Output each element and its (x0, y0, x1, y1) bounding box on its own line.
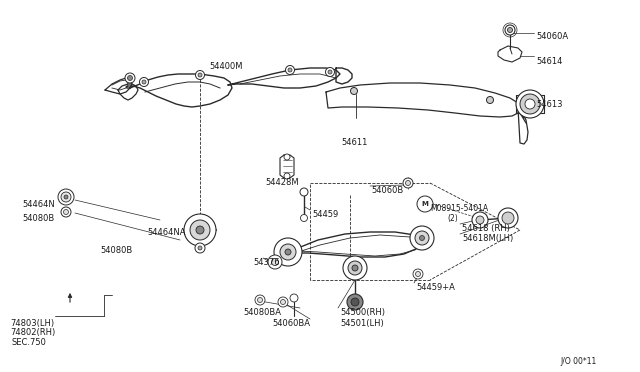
Text: 74803(LH): 74803(LH) (10, 319, 54, 328)
Circle shape (486, 96, 493, 103)
Circle shape (285, 65, 294, 74)
Circle shape (190, 220, 210, 240)
Circle shape (502, 212, 514, 224)
Circle shape (274, 238, 302, 266)
Circle shape (280, 244, 296, 260)
Circle shape (61, 207, 71, 217)
Text: 54618 (RH): 54618 (RH) (462, 224, 510, 233)
Circle shape (280, 299, 285, 305)
Circle shape (343, 256, 367, 280)
Circle shape (195, 243, 205, 253)
Circle shape (198, 73, 202, 77)
Circle shape (406, 180, 410, 186)
Text: 54618M(LH): 54618M(LH) (462, 234, 513, 243)
Circle shape (498, 208, 518, 228)
Text: 54080BA: 54080BA (243, 308, 281, 317)
Circle shape (419, 235, 424, 241)
Circle shape (410, 226, 434, 250)
Circle shape (328, 70, 332, 74)
Text: 54060BA: 54060BA (272, 319, 310, 328)
Circle shape (198, 246, 202, 250)
Circle shape (61, 192, 71, 202)
Circle shape (125, 73, 135, 83)
Circle shape (403, 178, 413, 188)
Text: (2): (2) (447, 214, 458, 223)
Circle shape (525, 99, 535, 109)
Text: 54080B: 54080B (22, 214, 54, 223)
Circle shape (351, 87, 358, 94)
Circle shape (257, 298, 262, 302)
Circle shape (472, 212, 488, 228)
Circle shape (326, 67, 335, 77)
Circle shape (268, 255, 282, 269)
Text: M08915-5401A: M08915-5401A (430, 204, 488, 213)
Text: 54459+A: 54459+A (416, 283, 455, 292)
Text: 54080B: 54080B (100, 246, 132, 255)
Circle shape (300, 188, 308, 196)
Circle shape (476, 216, 484, 224)
Circle shape (290, 294, 298, 302)
Circle shape (284, 154, 290, 160)
Circle shape (288, 68, 292, 72)
Text: 54376: 54376 (253, 258, 280, 267)
Circle shape (415, 231, 429, 245)
Circle shape (278, 297, 288, 307)
Circle shape (196, 226, 204, 234)
Text: J/O 00*11: J/O 00*11 (560, 357, 596, 366)
Circle shape (285, 249, 291, 255)
Circle shape (352, 265, 358, 271)
Circle shape (63, 209, 68, 215)
Text: 54613: 54613 (536, 100, 563, 109)
Circle shape (142, 80, 146, 84)
Text: 54060B: 54060B (371, 186, 403, 195)
Circle shape (140, 77, 148, 87)
Text: 54500(RH): 54500(RH) (340, 308, 385, 317)
Circle shape (64, 195, 68, 199)
Text: 54501(LH): 54501(LH) (340, 319, 384, 328)
Circle shape (520, 94, 540, 114)
Text: 54464NA: 54464NA (147, 228, 186, 237)
Text: 54464N: 54464N (22, 200, 55, 209)
Circle shape (508, 28, 513, 32)
Text: 54614: 54614 (536, 57, 563, 66)
Circle shape (284, 173, 290, 179)
Circle shape (255, 295, 265, 305)
Circle shape (351, 298, 359, 306)
Text: 54459: 54459 (312, 210, 339, 219)
Text: SEC.750: SEC.750 (12, 338, 47, 347)
Circle shape (505, 25, 515, 35)
Circle shape (271, 259, 278, 266)
Circle shape (127, 76, 132, 80)
Text: 54428M: 54428M (265, 178, 299, 187)
Circle shape (184, 214, 216, 246)
Text: M: M (422, 201, 428, 207)
Circle shape (301, 215, 307, 221)
Text: 54400M: 54400M (209, 62, 243, 71)
Text: 54611: 54611 (341, 138, 367, 147)
Circle shape (195, 71, 205, 80)
Circle shape (347, 294, 363, 310)
Circle shape (415, 272, 420, 276)
Text: 54060A: 54060A (536, 32, 568, 41)
Circle shape (58, 189, 74, 205)
Circle shape (516, 90, 544, 118)
Text: 74802(RH): 74802(RH) (10, 328, 55, 337)
Circle shape (348, 261, 362, 275)
Circle shape (417, 196, 433, 212)
Circle shape (413, 269, 423, 279)
